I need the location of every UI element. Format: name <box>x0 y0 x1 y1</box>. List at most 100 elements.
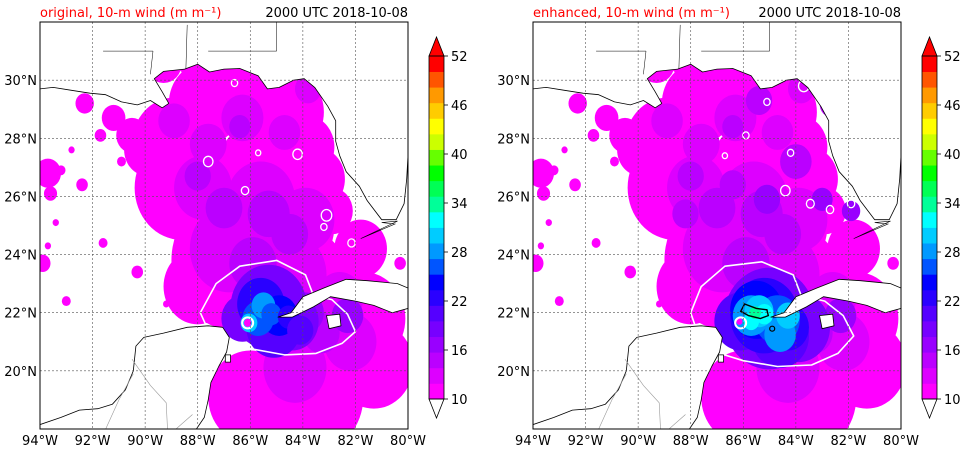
wind-contour-ring <box>825 204 835 215</box>
colorbar-extend-min <box>428 398 445 420</box>
colorbar-segment <box>922 102 937 119</box>
wind-speckle <box>61 296 71 307</box>
wind-speckle <box>645 175 652 183</box>
colorbar-tick-label: 52 <box>944 50 961 65</box>
wind-shade-mid <box>672 199 699 229</box>
wind-shade-mid <box>271 213 309 255</box>
wind-contour-ring <box>779 184 791 197</box>
colorbar-segment <box>922 227 937 244</box>
wind-shade-mid <box>764 213 802 255</box>
colorbar-tick-label: 40 <box>451 148 468 163</box>
colorbar-tick-label: 16 <box>451 344 468 359</box>
map-frame-enhanced <box>532 21 902 430</box>
panel-enhanced-title: enhanced, 10-m wind (m m⁻¹) <box>533 6 730 21</box>
colorbar-segment <box>922 165 937 182</box>
wind-speckle <box>381 329 388 337</box>
country-border <box>105 373 134 429</box>
lon-tick-label: 90°W <box>620 434 656 449</box>
colorbar-tick-label: 34 <box>451 197 468 212</box>
colorbar-segment <box>429 71 444 88</box>
wind-speckle <box>656 300 663 308</box>
cozumel-coastline <box>224 354 232 363</box>
hurricane-outer-contour <box>199 259 357 356</box>
wind-speckle <box>94 128 107 142</box>
lat-tick-label: 20°N <box>497 365 530 380</box>
lat-tick-label: 30°N <box>4 74 37 89</box>
state-border <box>701 22 770 52</box>
wind-shade-mid <box>205 187 243 229</box>
lat-tick-label: 22°N <box>4 307 37 322</box>
colorbar-original: 10 16 22 28 34 40 46 52 <box>428 35 468 420</box>
colorbar-segment <box>429 149 444 166</box>
colorbar-tick-label: 16 <box>944 344 961 359</box>
lat-tick-label: 26°N <box>4 190 37 205</box>
wind-speckle <box>554 296 564 307</box>
wind-shade-10 <box>568 93 587 114</box>
wind-speckle <box>569 178 581 192</box>
lon-tick-label: 86°W <box>232 434 268 449</box>
colorbar-segment <box>922 289 937 306</box>
wind-contour-ring <box>786 148 795 157</box>
us-coastline <box>533 22 901 221</box>
core-contour-black <box>739 303 770 320</box>
wind-speckle <box>393 374 402 385</box>
colorbar-segment <box>429 211 444 228</box>
colorbar-segment <box>429 133 444 150</box>
coastlines-original <box>40 22 408 429</box>
wind-speckle <box>131 265 144 279</box>
eyewall-contour <box>241 316 255 330</box>
map-frame-original <box>39 21 409 430</box>
wind-speckle <box>537 242 545 250</box>
wind-speckle <box>624 265 637 279</box>
wind-contour-ring <box>320 222 328 232</box>
colorbar-segment <box>922 149 937 166</box>
colorbar-segment <box>922 118 937 135</box>
hurricane-core-shade <box>736 317 743 325</box>
colorbar-segment <box>429 383 444 400</box>
lat-tick-label: 22°N <box>497 307 530 322</box>
colorbar-segment <box>429 352 444 369</box>
panel-original: original, 10-m wind (m m⁻¹) 2000 UTC 201… <box>4 6 426 449</box>
wind-contour-ring <box>846 198 856 209</box>
panel-enhanced-time: 2000 UTC 2018-10-08 <box>758 6 901 21</box>
wind-speckle <box>886 374 895 385</box>
colorbar-tick-label: 22 <box>451 295 468 310</box>
colorbar-segment <box>922 321 937 338</box>
wind-shade-mid <box>158 103 190 139</box>
colorbar-tick-label: 28 <box>451 246 468 261</box>
lon-tick-label: 80°W <box>390 434 426 449</box>
colorbar-segment <box>429 274 444 291</box>
colorbar-segment <box>429 258 444 275</box>
graticule-original <box>40 22 408 429</box>
core-contour-small <box>769 325 776 332</box>
isla-juventud-coastline <box>326 313 342 330</box>
wind-shade-10 <box>40 254 51 273</box>
colorbar-segment <box>922 56 937 72</box>
isla-juventud-coastline <box>819 313 835 330</box>
colorbar-segment <box>429 243 444 260</box>
colorbar-segment <box>922 383 937 400</box>
eyewall-contour <box>734 316 748 330</box>
wind-shade-10 <box>101 104 126 132</box>
wind-shade-mid <box>651 103 683 139</box>
lat-tick-label: 24°N <box>497 249 530 264</box>
colorbar-extend-max <box>921 35 938 57</box>
lon-tick-label: 92°W <box>75 434 111 449</box>
wind-contour-ring <box>240 185 250 196</box>
colorbar-segment <box>922 336 937 353</box>
wind-speckle <box>874 329 881 337</box>
yucatan-coastline <box>533 325 723 429</box>
hurricane-core-shade <box>243 318 252 327</box>
coastlines-enhanced <box>533 22 901 429</box>
axis-ticks-original: 94°W 92°W 90°W 88°W 86°W 84°W 82°W 80°W 20°N 22°N… <box>4 74 426 449</box>
colorbar-segment <box>922 87 937 104</box>
panel-original-time: 2000 UTC 2018-10-08 <box>265 6 408 21</box>
colorbar-tick-label: 52 <box>451 50 468 65</box>
wind-speckle <box>394 256 406 270</box>
colorbar-tick-label: 22 <box>944 295 961 310</box>
lat-tick-label: 24°N <box>4 249 37 264</box>
country-border <box>598 373 627 429</box>
lon-tick-label: 84°W <box>285 434 321 449</box>
florida-keys <box>853 220 891 239</box>
wind-speckle <box>561 146 568 154</box>
